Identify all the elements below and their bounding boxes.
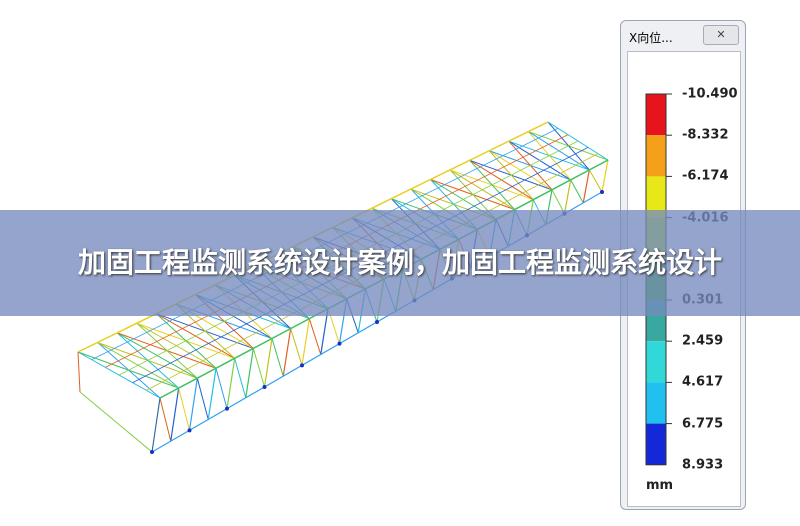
color-segment (646, 176, 666, 218)
truss-member (77, 351, 81, 393)
truss-member (188, 378, 198, 431)
truss-member (282, 328, 292, 377)
truss-member (551, 189, 565, 214)
color-segment (646, 94, 666, 136)
legend-label: 8.933 (682, 457, 724, 473)
legend-label: 4.617 (682, 374, 724, 390)
truss-member (178, 387, 190, 431)
legend-label: -6.174 (682, 168, 729, 184)
truss-member (601, 159, 609, 193)
legend-label: -10.490 (682, 86, 738, 102)
support-node (187, 428, 192, 433)
truss-member (79, 391, 153, 453)
title-banner: 加固工程监测系统设计案例，加固工程监测系统设计 (0, 210, 800, 316)
truss-member (582, 169, 590, 203)
banner-title: 加固工程监测系统设计案例，加固工程监测系统设计 (77, 246, 722, 279)
truss-member (252, 348, 265, 388)
truss-member (207, 368, 217, 420)
truss-member (588, 169, 603, 193)
support-node (337, 341, 342, 346)
window-title: X向位... (629, 31, 673, 45)
truss-member (196, 378, 209, 420)
truss-member (263, 338, 273, 388)
legend-label: -8.332 (682, 127, 729, 143)
truss-member (308, 318, 322, 355)
color-segment (646, 423, 666, 465)
truss-member (271, 338, 284, 377)
support-node (262, 385, 267, 389)
color-segment (646, 135, 666, 177)
truss-member (234, 358, 247, 398)
truss-member (320, 308, 329, 355)
truss-member (226, 358, 236, 409)
support-node (300, 363, 304, 368)
truss-member (290, 328, 303, 366)
close-button[interactable]: ✕ (703, 25, 739, 45)
support-node (375, 320, 379, 324)
truss-member (570, 179, 584, 204)
legend-label: 6.775 (682, 416, 724, 432)
truss-member (159, 397, 172, 442)
support-node (600, 190, 604, 194)
color-segment (646, 341, 666, 383)
truss-member (245, 348, 254, 398)
legend-label: 2.459 (682, 333, 724, 349)
support-node (225, 406, 229, 411)
truss-member (563, 179, 572, 214)
truss-member (170, 387, 180, 442)
truss-member (151, 397, 161, 453)
truss-member (301, 318, 310, 366)
unit-label: mm (646, 478, 674, 493)
color-segment (646, 382, 666, 424)
support-node (150, 450, 154, 454)
truss-member (215, 368, 228, 409)
